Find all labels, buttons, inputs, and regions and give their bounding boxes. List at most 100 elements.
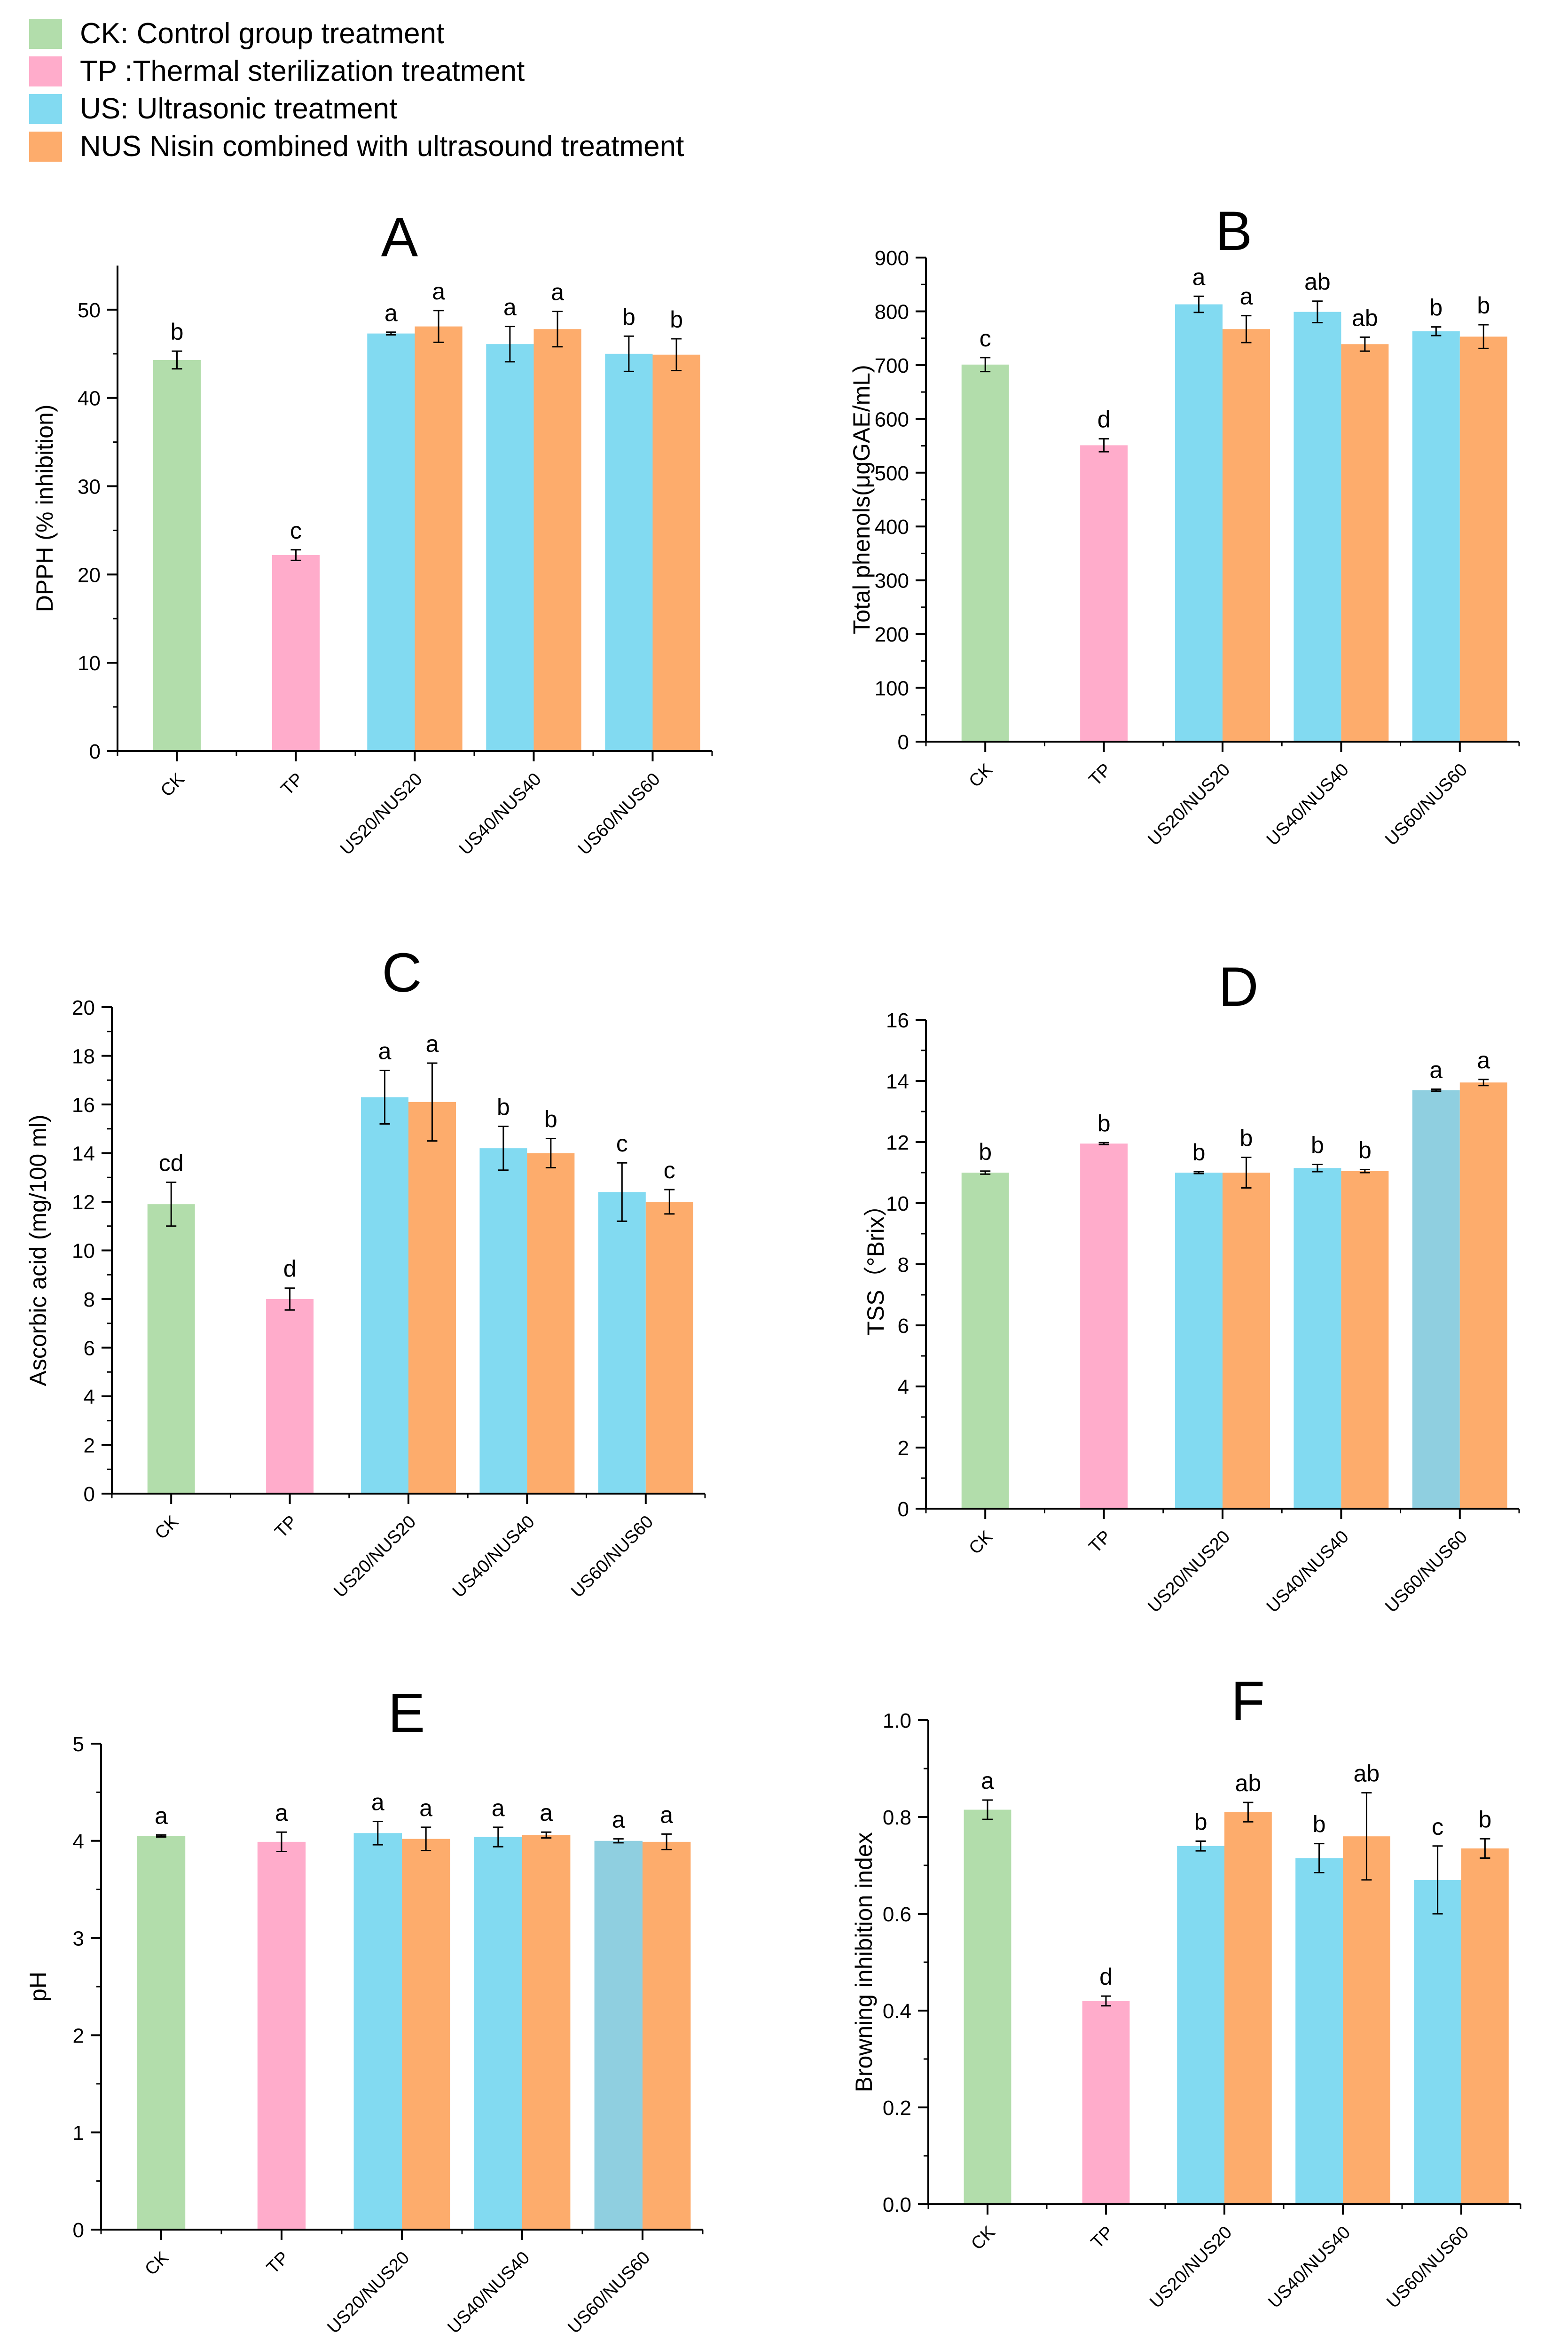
significance-letter: a [378, 1038, 392, 1065]
significance-letter: b [1478, 1806, 1491, 1832]
chart-title: D [1218, 956, 1258, 1018]
y-tick-label: 0 [73, 2219, 84, 2242]
error-bar [276, 1831, 287, 1853]
error-bar [1359, 1169, 1370, 1174]
bar-tp-tp [1080, 445, 1128, 742]
significance-letter: b [171, 319, 184, 345]
error-bar [379, 1070, 390, 1125]
legend-label-tp: TP :Thermal sterilization treatment [80, 55, 525, 87]
significance-letter: b [1477, 292, 1490, 319]
bar-us40-nus40-nus [522, 1835, 571, 2230]
chart-title: A [381, 206, 418, 268]
significance-letter: d [1099, 1964, 1113, 1990]
error-bar [623, 335, 634, 372]
y-tick-label: 5 [73, 1733, 84, 1756]
error-bar [433, 310, 444, 343]
error-bar [671, 338, 682, 372]
bar-us20-nus20-us [1175, 304, 1223, 742]
y-tick-label: 4 [73, 1830, 84, 1853]
y-tick-label: 14 [886, 1070, 909, 1093]
legend-swatch-ck [29, 19, 62, 49]
chart-panel-f: F Browning inhibition index a d b ab b ab c b 0.0 0… [851, 1670, 1521, 2312]
significance-letter: b [1313, 1811, 1326, 1838]
error-bar [1312, 1163, 1323, 1173]
y-tick-label: 300 [875, 570, 909, 593]
error-bar [980, 1170, 991, 1175]
significance-letter: b [1240, 1125, 1253, 1151]
significance-letter: a [612, 1807, 625, 1833]
y-tick-label: 8 [898, 1253, 909, 1276]
y-tick-label: 0.4 [883, 2000, 911, 2023]
legend-label-us: US: Ultrasonic treatment [80, 93, 397, 125]
error-bar [1432, 1845, 1443, 1915]
error-bar [1098, 438, 1109, 453]
y-axis-label: DPPH (% inhibition) [31, 405, 58, 612]
significance-letter: d [1098, 407, 1111, 433]
legend-swatch-tp [29, 56, 62, 86]
error-bar [541, 1831, 552, 1839]
significance-letter: a [155, 1802, 168, 1829]
bar-tp-tp [257, 1841, 306, 2230]
y-axis-label: Total phenols(μgGAE/mL) [848, 365, 875, 634]
error-bar [493, 1826, 503, 1848]
bar-us40-nus40-us [479, 1148, 527, 1494]
error-bar [1243, 1801, 1254, 1823]
error-bar [1241, 315, 1252, 344]
legend-label-ck: CK: Control group treatment [80, 17, 444, 50]
chart-title: F [1231, 1670, 1265, 1732]
significance-letter: b [544, 1106, 557, 1132]
bar-ck-ck [964, 1809, 1011, 2204]
error-bar [1359, 336, 1370, 352]
bar-us20-nus20-us [361, 1097, 408, 1494]
error-bar [1101, 1995, 1111, 2007]
significance-letter: c [664, 1157, 675, 1183]
bar-us20-nus20-us [1177, 1846, 1224, 2204]
error-bar [290, 549, 301, 561]
bar-us20-nus20-nus [415, 326, 463, 751]
y-tick-label: 400 [875, 516, 909, 539]
significance-letter: b [1192, 1139, 1206, 1166]
error-bar [1241, 1157, 1252, 1189]
significance-letter: a [503, 294, 517, 321]
error-bar [1193, 295, 1204, 313]
bar-us40-nus40-nus [527, 1153, 575, 1494]
y-axis-label: Browning inhibition index [851, 1832, 877, 2092]
error-bar [284, 1287, 295, 1311]
bar-us60-nus60-nus [1459, 1082, 1507, 1509]
error-bar [661, 1833, 672, 1850]
y-tick-label: 16 [72, 1094, 95, 1117]
error-bar [1193, 1171, 1204, 1174]
significance-letter: c [290, 517, 302, 544]
bar-us60-nus60-nus [643, 1841, 691, 2230]
significance-letter: b [1311, 1132, 1324, 1158]
y-tick-label: 10 [72, 1240, 95, 1263]
y-tick-label: 4 [84, 1386, 95, 1409]
error-bar [427, 1062, 438, 1142]
y-tick-label: 18 [72, 1045, 95, 1068]
error-bar [504, 326, 515, 363]
error-bar [372, 1820, 383, 1846]
y-axis-label: TSS（°Brix） [862, 1193, 889, 1335]
bar-ck-ck [961, 364, 1009, 742]
significance-letter: a [275, 1800, 288, 1826]
bar-us20-nus20-nus [408, 1102, 456, 1494]
bar-us40-nus40-us [486, 344, 534, 751]
significance-letter: b [622, 304, 635, 330]
bar-us40-nus40-nus [1343, 1836, 1390, 2204]
significance-letter: ab [1352, 305, 1378, 331]
y-tick-label: 10 [78, 652, 101, 675]
bar-us20-nus20-us [353, 1833, 402, 2230]
bar-tp-tp [1080, 1143, 1128, 1509]
error-bar [421, 1826, 431, 1851]
significance-letter: ab [1235, 1770, 1262, 1796]
significance-letter: c [980, 325, 991, 352]
y-tick-label: 8 [84, 1288, 95, 1311]
y-tick-label: 30 [78, 476, 101, 499]
bar-ck-ck [153, 360, 201, 751]
chart-title: E [388, 1682, 425, 1744]
significance-letter: d [283, 1256, 297, 1282]
bar-tp-tp [1082, 2001, 1130, 2204]
y-tick-label: 0 [89, 740, 101, 763]
error-bar [156, 1834, 166, 1838]
